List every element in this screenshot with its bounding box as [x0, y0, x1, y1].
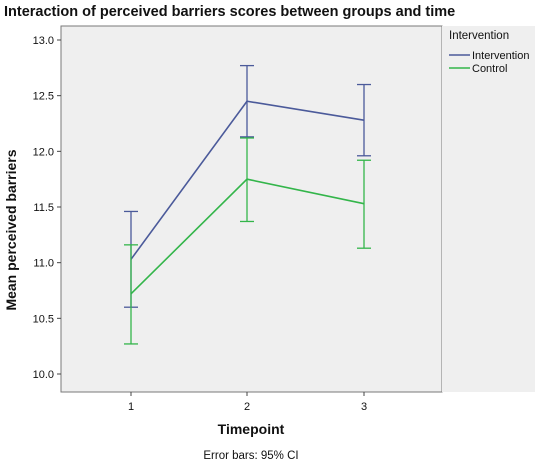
legend-title: Intervention: [449, 30, 509, 42]
legend-label: Control: [472, 63, 507, 75]
legend-label: Intervention: [472, 50, 529, 62]
plot-area: [60, 25, 443, 393]
series-layer: [124, 64, 371, 345]
y-tick-label: 11.0: [33, 258, 54, 270]
legend-item-control: Control: [449, 63, 507, 75]
legend-area: [442, 26, 535, 392]
x-tick-label: 1: [128, 401, 134, 413]
y-tick-label: 11.5: [33, 202, 54, 214]
y-tick-label: 10.5: [33, 313, 54, 325]
x-tick-label: 3: [361, 401, 367, 413]
y-tick-label: 12.5: [33, 91, 54, 103]
x-axis-label: Timepoint: [218, 421, 285, 437]
y-tick-label: 13.0: [33, 35, 54, 47]
error-bar-control: [357, 159, 371, 249]
y-tick-label: 10.0: [33, 369, 54, 381]
footnote: Error bars: 95% CI: [203, 450, 298, 462]
y-tick-label: 12.0: [33, 146, 54, 158]
legend-item-intervention: Intervention: [449, 50, 529, 62]
y-axis-label: Mean perceived barriers: [3, 149, 19, 310]
y-axis: 10.0 10.5 11.0 11.5 12.0 12.5 13.0: [33, 35, 61, 381]
x-tick-label: 2: [244, 401, 250, 413]
error-bar-control: [124, 244, 138, 345]
x-axis: 1 2 3: [128, 392, 367, 413]
error-bar-control: [240, 137, 254, 223]
series-control: [124, 137, 371, 345]
chart-title: Interaction of perceived barriers scores…: [4, 4, 455, 20]
